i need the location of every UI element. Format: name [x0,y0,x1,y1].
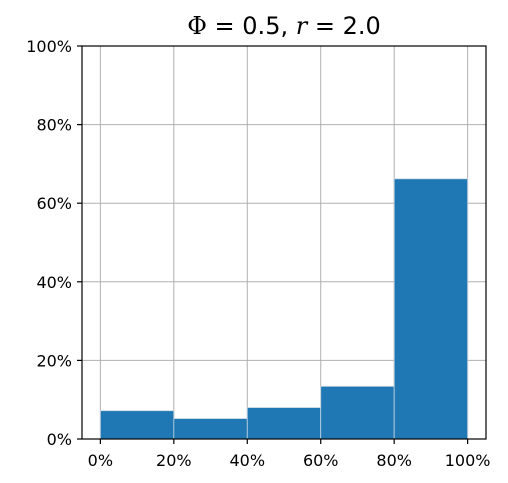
plot-frame [81,45,487,440]
x-tick-label-3: 60% [303,451,339,470]
y-tick-label-5: 100% [26,37,72,56]
histogram-bar-0 [99,410,175,440]
y-tick-label-0: 0% [47,430,72,449]
x-axis-ticks: 0% 20% 40% 60% 80% 100% [88,439,491,470]
x-tick-label-5: 100% [445,451,491,470]
bars [99,178,469,440]
x-tick-label-0: 0% [88,451,113,470]
title-r-symbol: r [296,12,309,40]
histogram-bar-3 [320,385,395,440]
y-tick-label-2: 40% [36,273,72,292]
histogram-bar-2 [246,407,322,440]
y-axis-ticks: 0% 20% 40% 60% 80% 100% [26,37,82,449]
histogram-bar-1 [173,418,248,440]
axes-frame [81,45,487,440]
y-tick-label-4: 80% [36,116,72,135]
title-phi-symbol: Φ [187,12,207,40]
y-tick-label-1: 20% [36,351,72,370]
x-tick-label-2: 40% [229,451,265,470]
y-tick-label-3: 60% [36,194,72,213]
title-phi-equation: = 0.5, [207,12,296,40]
histogram-bar-4 [393,178,469,440]
x-tick-label-4: 80% [376,451,412,470]
chart-title: Φ = 0.5, r = 2.0 [187,12,381,40]
title-r-equation: = 2.0 [307,12,381,40]
x-tick-label-1: 20% [156,451,192,470]
